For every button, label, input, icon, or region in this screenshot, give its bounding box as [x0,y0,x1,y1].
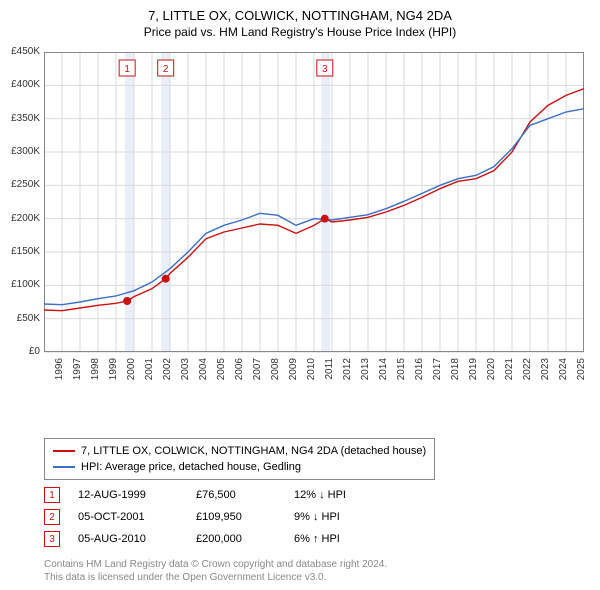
svg-text:2017: 2017 [432,358,443,381]
svg-text:2024: 2024 [558,358,569,381]
svg-text:2005: 2005 [216,358,227,381]
legend-row: HPI: Average price, detached house, Gedl… [53,459,426,475]
sale-date: 05-OCT-2001 [78,511,178,523]
legend-label: 7, LITTLE OX, COLWICK, NOTTINGHAM, NG4 2… [81,445,426,457]
svg-text:2003: 2003 [180,358,191,381]
svg-text:1: 1 [124,64,130,75]
title-main: 7, LITTLE OX, COLWICK, NOTTINGHAM, NG4 2… [0,8,600,23]
svg-text:2004: 2004 [198,358,209,381]
sale-date: 05-AUG-2010 [78,533,178,545]
sale-delta: 9% ↓ HPI [294,511,384,523]
svg-text:2019: 2019 [468,358,479,381]
svg-text:2011: 2011 [324,358,335,380]
sale-date: 12-AUG-1999 [78,489,178,501]
svg-text:2007: 2007 [252,358,263,381]
svg-text:2: 2 [163,64,169,75]
sale-row: 2 05-OCT-2001 £109,950 9% ↓ HPI [44,506,384,528]
svg-text:2021: 2021 [504,358,515,381]
svg-text:2016: 2016 [414,358,425,381]
svg-text:1997: 1997 [72,358,83,381]
y-tick-label: £400K [11,79,40,90]
title-sub: Price paid vs. HM Land Registry's House … [0,25,600,39]
svg-text:2020: 2020 [486,358,497,381]
sale-marker-box: 3 [44,531,60,547]
y-tick-label: £350K [11,113,40,124]
sale-row: 1 12-AUG-1999 £76,500 12% ↓ HPI [44,484,384,506]
sales-table: 1 12-AUG-1999 £76,500 12% ↓ HPI 2 05-OCT-2001… [44,484,384,550]
svg-text:2010: 2010 [306,358,317,381]
sale-delta: 12% ↓ HPI [294,489,384,501]
sale-marker-box: 2 [44,509,60,525]
legend-swatch [53,466,75,468]
svg-text:2002: 2002 [162,358,173,381]
footer-line1: Contains HM Land Registry data © Crown c… [44,558,387,571]
svg-text:2001: 2001 [144,358,155,381]
legend-row: 7, LITTLE OX, COLWICK, NOTTINGHAM, NG4 2… [53,443,426,459]
svg-text:2000: 2000 [126,358,137,381]
svg-text:2009: 2009 [288,358,299,381]
svg-text:1999: 1999 [108,358,119,381]
svg-text:2025: 2025 [576,358,584,381]
svg-text:2014: 2014 [378,358,389,381]
svg-text:2018: 2018 [450,358,461,381]
sale-delta: 6% ↑ HPI [294,533,384,545]
y-tick-label: £200K [11,213,40,224]
sale-marker-box: 1 [44,487,60,503]
svg-text:1996: 1996 [54,358,65,381]
svg-text:2006: 2006 [234,358,245,381]
y-tick-label: £100K [11,279,40,290]
svg-text:1995: 1995 [44,358,47,381]
legend: 7, LITTLE OX, COLWICK, NOTTINGHAM, NG4 2… [44,438,435,480]
y-tick-label: £300K [11,146,40,157]
svg-text:2013: 2013 [360,358,371,381]
svg-text:2012: 2012 [342,358,353,381]
y-tick-label: £150K [11,246,40,257]
y-tick-label: £50K [17,313,40,324]
sale-price: £109,950 [196,511,276,523]
chart-area: 1995 1996 1997 1998 1999 2000 2001 2002 2003 2004… [44,52,584,392]
svg-text:2023: 2023 [540,358,551,381]
footer: Contains HM Land Registry data © Crown c… [44,558,387,584]
y-tick-label: £0 [29,346,40,357]
svg-text:3: 3 [322,64,328,75]
y-tick-label: £450K [11,46,40,57]
svg-text:1998: 1998 [90,358,101,381]
y-tick-label: £250K [11,179,40,190]
chart-title-block: 7, LITTLE OX, COLWICK, NOTTINGHAM, NG4 2… [0,0,600,39]
footer-line2: This data is licensed under the Open Gov… [44,571,387,584]
legend-label: HPI: Average price, detached house, Gedl… [81,461,301,473]
svg-text:2008: 2008 [270,358,281,381]
sale-price: £200,000 [196,533,276,545]
sale-row: 3 05-AUG-2010 £200,000 6% ↑ HPI [44,528,384,550]
svg-text:2015: 2015 [396,358,407,381]
sale-price: £76,500 [196,489,276,501]
legend-swatch [53,450,75,452]
line-chart-svg: 1995 1996 1997 1998 1999 2000 2001 2002 2003 2004… [44,52,584,392]
svg-text:2022: 2022 [522,358,533,381]
